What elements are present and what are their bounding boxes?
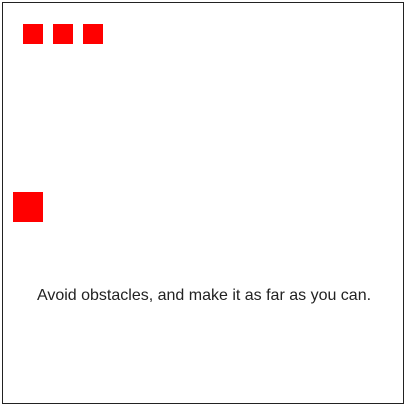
life-square xyxy=(83,24,103,44)
life-square xyxy=(23,24,43,44)
player-square[interactable] xyxy=(13,192,43,222)
instructions-text: Avoid obstacles, and make it as far as y… xyxy=(36,287,372,304)
life-square xyxy=(53,24,73,44)
